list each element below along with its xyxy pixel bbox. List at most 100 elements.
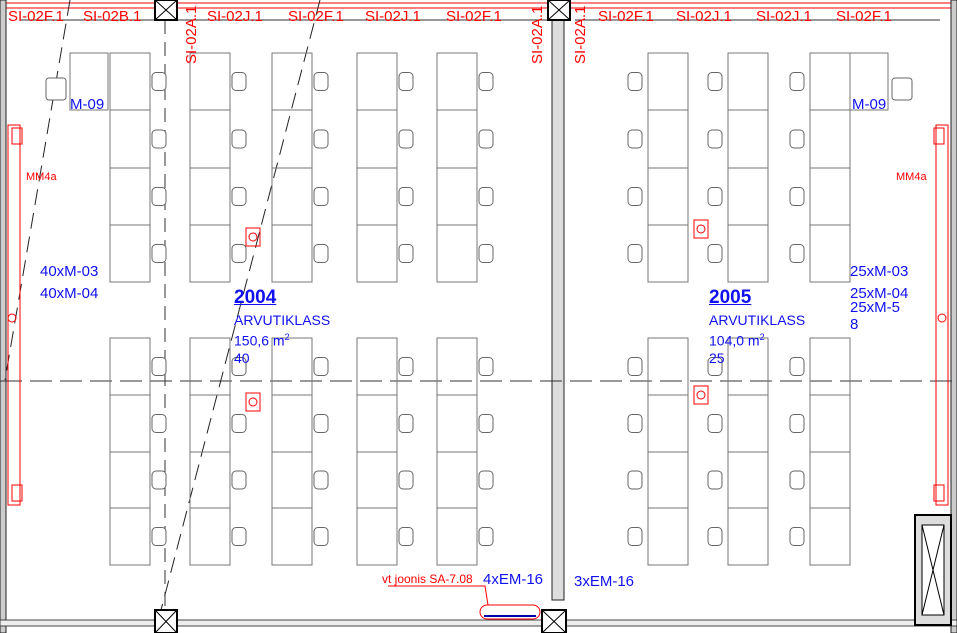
desk (647, 451, 689, 509)
side-label: MM4a (26, 171, 57, 183)
chair-icon (627, 187, 643, 206)
chair-icon (478, 527, 494, 546)
desk (189, 224, 231, 283)
desk (271, 507, 313, 566)
room-name: ARVUTIKLASS (234, 312, 331, 328)
chair-icon (151, 187, 167, 206)
chair-icon (707, 129, 723, 149)
desk (189, 109, 231, 169)
zone-label: SI-02F.1 (836, 8, 892, 25)
desk (436, 507, 478, 566)
area-value: 150,6 m (234, 332, 285, 349)
chair-icon (707, 357, 723, 376)
area-unit-sup: 2 (759, 332, 765, 342)
desk (189, 337, 231, 396)
chair-icon (231, 187, 247, 206)
desk (189, 451, 231, 509)
zone-label: SI-02J.1 (207, 8, 263, 25)
zone-label-vertical: SI-02A.1 (183, 5, 200, 64)
desk (109, 109, 151, 169)
chair-icon (478, 187, 494, 206)
desk (809, 109, 851, 169)
desk-grid (45, 52, 913, 566)
zone-label: SI-02F.1 (446, 8, 502, 25)
desk (727, 167, 769, 226)
desk (271, 451, 313, 509)
desk (109, 337, 151, 396)
chair-icon (398, 414, 414, 433)
desk (727, 52, 769, 111)
chair-icon (313, 414, 329, 433)
chair-icon (151, 72, 167, 91)
desk (647, 224, 689, 283)
chair-icon (789, 470, 805, 490)
desk (809, 167, 851, 226)
chair-icon (398, 72, 414, 91)
chair-icon (231, 244, 247, 263)
desk (809, 224, 851, 283)
desk (727, 507, 769, 566)
chair-icon (707, 527, 723, 546)
desk (356, 507, 398, 566)
desk (356, 167, 398, 226)
equipment-label: 40xM-04 (40, 285, 99, 302)
chair-icon (151, 527, 167, 546)
desk (647, 109, 689, 169)
area-value: 104,0 m (709, 332, 760, 349)
zone-label: SI-02F.1 (598, 8, 654, 25)
chair-icon (231, 72, 247, 91)
chair-icon (151, 244, 167, 263)
chair-icon (313, 357, 329, 376)
desk (356, 224, 398, 283)
desk (647, 507, 689, 566)
teacher-desk (849, 52, 889, 111)
desk (809, 451, 851, 509)
desk (647, 394, 689, 453)
chair-icon (789, 187, 805, 206)
chair-icon (478, 244, 494, 263)
equipment-label: 25xM-03 (850, 263, 909, 280)
chair-icon (789, 357, 805, 376)
desk (356, 394, 398, 453)
chair-icon (478, 129, 494, 149)
chair-icon (478, 72, 494, 91)
chair-icon (707, 187, 723, 206)
zone-label: SI-02F.1 (8, 8, 64, 25)
teacher-desk-label: M-09 (852, 96, 887, 113)
zone-label-vertical: SI-02A.1 (572, 5, 589, 64)
desk (436, 337, 478, 396)
desk (809, 337, 851, 396)
chair-icon (478, 357, 494, 376)
chair-icon (231, 414, 247, 433)
chair-icon (707, 414, 723, 433)
equipment-label: 25xM-5 (850, 299, 901, 316)
chair-icon (627, 527, 643, 546)
chair-icon (707, 470, 723, 490)
desk (356, 337, 398, 396)
chair-icon (231, 129, 247, 149)
desk (436, 451, 478, 509)
chair-icon (707, 244, 723, 263)
chair-icon (313, 129, 329, 149)
desk (436, 109, 478, 169)
desk (189, 167, 231, 226)
chair-icon (398, 357, 414, 376)
chair-icon (151, 414, 167, 433)
desk (271, 224, 313, 283)
chair-icon (313, 527, 329, 546)
equipment-label: 25xM-04 (850, 285, 909, 302)
chair-icon (627, 357, 643, 376)
chair-icon (231, 527, 247, 546)
chair-icon (627, 129, 643, 149)
zone-label: SI-02J.1 (676, 8, 732, 25)
desk (271, 52, 313, 111)
chair-icon (313, 72, 329, 91)
desk (727, 224, 769, 283)
room-seats: 25 (709, 350, 725, 366)
desk (436, 52, 478, 111)
zone-label: SI-02F.1 (288, 8, 344, 25)
chair-icon (478, 414, 494, 433)
desk (727, 109, 769, 169)
equipment-label: 8 (850, 316, 859, 333)
